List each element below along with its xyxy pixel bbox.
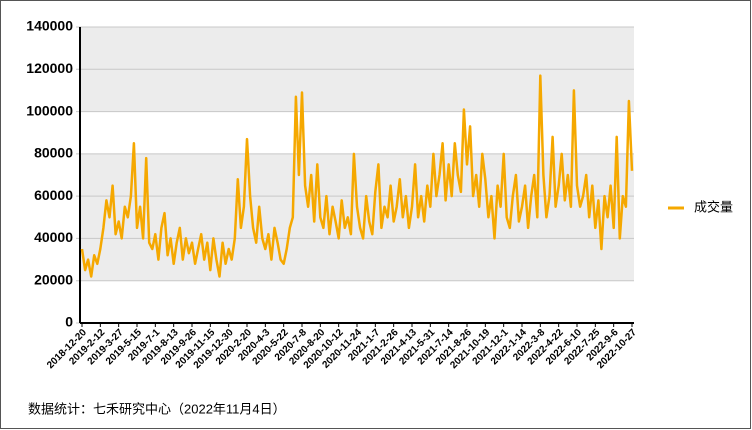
line-series xyxy=(80,74,634,278)
legend-label: 成交量 xyxy=(694,199,733,214)
y-tick-label: 120000 xyxy=(26,60,73,76)
y-tick-label: 60000 xyxy=(34,187,73,203)
y-tick-label: 100000 xyxy=(26,102,73,118)
footnote: 数据统计：七禾研究中心（2022年11月4日） xyxy=(28,401,286,416)
y-tick-label: 40000 xyxy=(34,229,73,245)
y-tick-label: 0 xyxy=(65,314,73,330)
grid-band xyxy=(80,238,634,281)
grid-band xyxy=(80,280,634,323)
grid-band xyxy=(80,27,634,70)
y-tick-label: 80000 xyxy=(34,145,73,161)
y-tick-label: 20000 xyxy=(34,271,73,287)
grid-band xyxy=(80,69,634,112)
y-tick-label: 140000 xyxy=(26,18,73,34)
